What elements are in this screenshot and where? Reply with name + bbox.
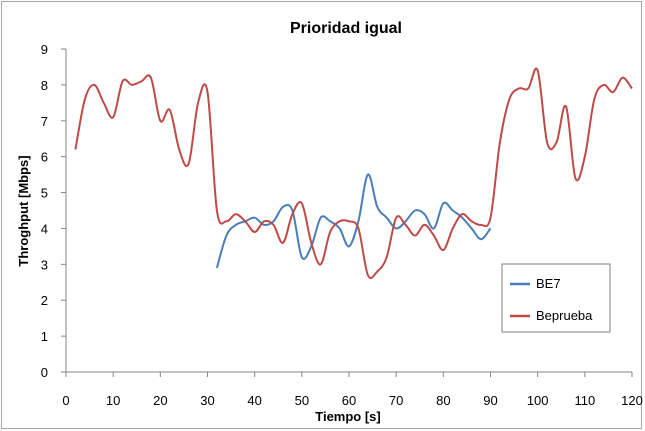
series-line-be7 [215, 173, 492, 269]
x-tick-label: 10 [106, 393, 120, 408]
x-tick-label: 30 [200, 393, 214, 408]
y-tick-label: 0 [41, 365, 48, 380]
y-ticks: 0 1 2 3 4 5 6 7 8 9 [41, 42, 66, 380]
y-tick-label: 4 [41, 221, 48, 236]
y-tick-label: 5 [41, 186, 48, 201]
y-tick-label: 8 [41, 78, 48, 93]
chart-title: Prioridad igual [290, 20, 402, 37]
x-tick-label: 80 [436, 393, 450, 408]
x-tick-label: 60 [342, 393, 356, 408]
x-tick-label: 110 [574, 393, 595, 408]
x-tick-label: 40 [247, 393, 261, 408]
legend-box [501, 263, 611, 333]
y-tick-label: 2 [41, 293, 48, 308]
legend: BE7 Beprueba [501, 263, 611, 333]
x-tick-label: 20 [153, 393, 167, 408]
y-tick-label: 6 [41, 150, 48, 165]
x-tick-label: 0 [62, 393, 69, 408]
x-ticks: 0 10 20 30 40 50 60 70 80 90 100 110 120 [62, 372, 643, 408]
y-tick-label: 9 [41, 42, 48, 57]
x-tick-label: 70 [389, 393, 403, 408]
x-tick-label: 90 [483, 393, 497, 408]
x-tick-label: 50 [295, 393, 309, 408]
series-line-beprueba [74, 67, 633, 279]
y-tick-label: 1 [41, 329, 48, 344]
legend-label-be7: BE7 [536, 276, 561, 291]
x-tick-label: 100 [527, 393, 549, 408]
x-axis-label: Tiempo [s] [315, 409, 381, 424]
legend-label-beprueba: Beprueba [536, 308, 593, 323]
y-tick-label: 3 [41, 257, 48, 272]
y-tick-label: 7 [41, 114, 48, 129]
y-axis-label: Throghput [Mbps] [16, 155, 31, 266]
series-lines [74, 67, 633, 279]
x-tick-label: 120 [621, 393, 643, 408]
